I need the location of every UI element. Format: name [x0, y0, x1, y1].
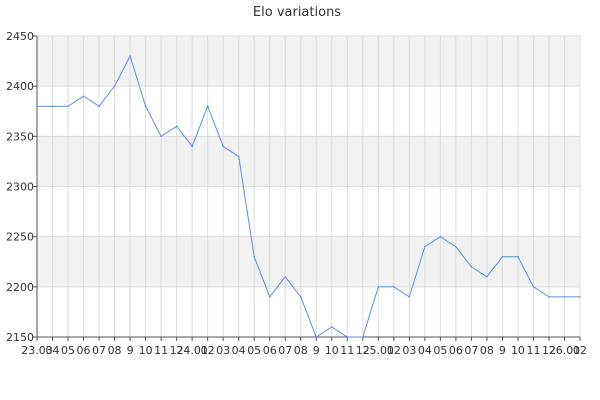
x-tick-label: 23.03 — [21, 344, 53, 357]
x-tick-label: 24.01 — [176, 344, 208, 357]
data-point — [455, 245, 457, 248]
x-tick-label: 04 — [232, 344, 246, 357]
x-tick-label: 05 — [61, 344, 75, 357]
x-tick-label: 12 — [170, 344, 184, 357]
data-point — [191, 145, 193, 148]
y-tick-label: 2300 — [6, 181, 34, 194]
y-tick-label: 2400 — [6, 80, 34, 93]
data-point — [517, 255, 519, 258]
x-tick-label: 07 — [278, 344, 292, 357]
data-point — [82, 95, 85, 97]
data-point — [408, 296, 411, 298]
x-tick-label: 03 — [402, 344, 416, 357]
background-band — [37, 136, 580, 187]
x-tick-label: 11 — [526, 344, 540, 357]
data-point — [486, 276, 488, 278]
data-point — [160, 135, 162, 138]
data-point — [548, 296, 550, 298]
data-point — [315, 336, 318, 338]
data-point — [67, 105, 69, 108]
data-point — [532, 286, 535, 288]
data-point — [377, 286, 380, 288]
data-point — [98, 105, 100, 108]
x-tick-label: 9 — [127, 344, 134, 357]
x-tick-label: 06 — [449, 344, 463, 357]
y-axis-ticks: 2150 2200 2250 2300 2350 2400 2450 — [6, 30, 37, 344]
x-tick-label: 11 — [154, 344, 168, 357]
data-point — [284, 276, 287, 278]
data-point — [268, 296, 271, 298]
x-tick-label: 9 — [313, 344, 320, 357]
x-tick-label: 02 — [201, 344, 215, 357]
x-tick-label: 10 — [511, 344, 525, 357]
data-point — [129, 55, 131, 57]
data-point — [470, 265, 473, 268]
data-point — [439, 235, 442, 238]
x-tick-label: 02 — [573, 344, 587, 357]
y-tick-label: 2350 — [6, 130, 34, 143]
x-tick-label: 06 — [77, 344, 91, 357]
x-tick-label: 11 — [340, 344, 354, 357]
x-tick-label: 08 — [108, 344, 122, 357]
x-tick-label: 08 — [294, 344, 308, 357]
x-tick-label: 07 — [92, 344, 106, 357]
data-point — [501, 255, 504, 258]
x-tick-label: 04 — [418, 344, 432, 357]
data-point — [206, 105, 209, 108]
data-point — [113, 85, 116, 87]
data-point — [393, 286, 395, 288]
x-tick-label: 25.01 — [363, 344, 395, 357]
y-tick-label: 2200 — [6, 281, 34, 294]
data-point — [330, 326, 333, 328]
chart-title: Elo variations — [253, 5, 341, 20]
data-point — [563, 296, 566, 298]
data-point — [299, 296, 302, 298]
data-point — [222, 145, 224, 148]
series-line — [37, 54, 580, 338]
x-tick-label: 05 — [247, 344, 261, 357]
background-bands — [37, 36, 580, 287]
x-tick-label: 26.01 — [549, 344, 581, 357]
background-band — [37, 236, 580, 287]
x-tick-label: 03 — [216, 344, 230, 357]
data-point — [175, 125, 178, 128]
series-layer — [36, 54, 581, 338]
data-point — [579, 296, 581, 298]
x-tick-label: 05 — [433, 344, 447, 357]
data-point — [253, 255, 255, 258]
x-tick-label: 9 — [499, 344, 506, 357]
y-tick-label: 2150 — [6, 331, 34, 344]
x-tick-label: 06 — [263, 344, 277, 357]
x-tick-label: 10 — [139, 344, 153, 357]
data-point — [424, 245, 426, 248]
data-point — [144, 105, 147, 108]
y-tick-label: 2250 — [6, 231, 34, 244]
x-tick-label: 07 — [464, 344, 478, 357]
x-tick-label: 12 — [542, 344, 556, 357]
data-point — [346, 336, 349, 338]
x-tick-label: 10 — [325, 344, 339, 357]
x-tick-label: 04 — [46, 344, 60, 357]
y-tick-label: 2450 — [6, 30, 34, 43]
data-point — [51, 105, 54, 108]
data-point — [237, 155, 240, 158]
x-tick-label: 08 — [480, 344, 494, 357]
x-tick-label: 02 — [387, 344, 401, 357]
data-point — [362, 336, 364, 338]
x-tick-label: 12 — [356, 344, 370, 357]
data-point — [36, 105, 38, 108]
